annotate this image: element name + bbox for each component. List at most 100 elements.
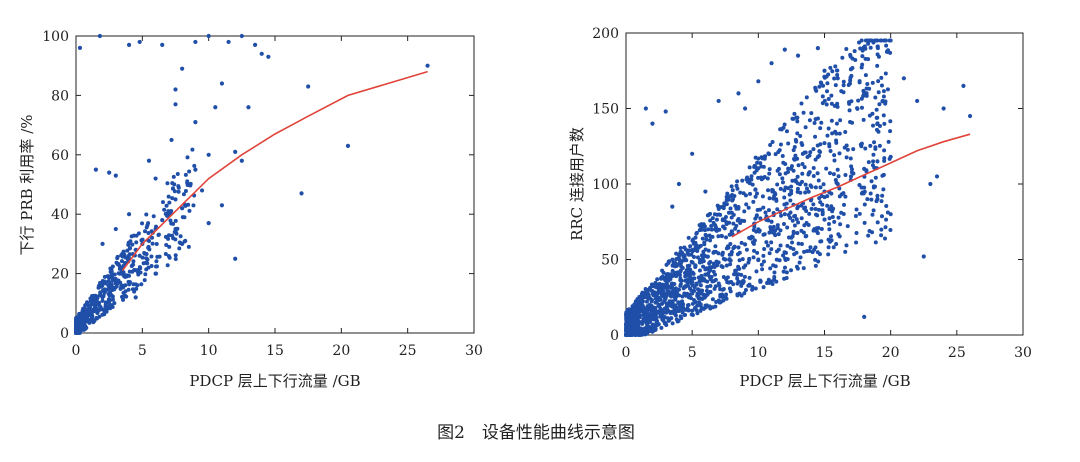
- x-tick-label: 5: [138, 343, 147, 359]
- data-point: [812, 121, 817, 126]
- data-point: [641, 305, 646, 310]
- data-point: [134, 233, 139, 238]
- data-point: [760, 176, 765, 181]
- data-point: [233, 256, 238, 261]
- data-point: [756, 175, 761, 180]
- data-point: [701, 259, 706, 264]
- data-point: [864, 38, 869, 43]
- data-point: [708, 260, 713, 265]
- data-point: [664, 279, 669, 284]
- data-point: [859, 191, 864, 196]
- data-point: [711, 220, 716, 225]
- data-point: [728, 194, 733, 199]
- data-point: [826, 245, 831, 250]
- data-point: [106, 297, 111, 302]
- y-tick-label: 0: [610, 328, 619, 344]
- data-point: [80, 311, 85, 316]
- data-point: [780, 176, 785, 181]
- data-point: [679, 278, 684, 283]
- data-point: [822, 68, 827, 73]
- data-point: [817, 207, 822, 212]
- data-point: [90, 302, 95, 307]
- data-point: [967, 113, 973, 119]
- data-point: [121, 270, 126, 275]
- data-point: [716, 234, 721, 239]
- data-point: [99, 284, 104, 289]
- data-point: [670, 257, 675, 262]
- data-point: [685, 291, 690, 296]
- data-point: [703, 228, 708, 233]
- data-point: [836, 174, 841, 179]
- data-point: [686, 235, 691, 240]
- data-point: [853, 213, 858, 218]
- data-point: [743, 263, 748, 268]
- data-point: [188, 183, 193, 188]
- data-point: [661, 270, 666, 275]
- data-point: [791, 168, 796, 173]
- data-point: [154, 241, 159, 246]
- data-point: [882, 148, 887, 153]
- data-point: [724, 263, 729, 268]
- data-point: [876, 129, 881, 134]
- x-tick-label: 20: [332, 343, 350, 359]
- data-point: [713, 223, 718, 228]
- data-point: [865, 197, 870, 202]
- data-point: [761, 259, 766, 264]
- data-point: [885, 210, 890, 215]
- data-point: [799, 101, 804, 106]
- data-point: [183, 172, 188, 177]
- data-point: [792, 214, 797, 219]
- data-point: [837, 131, 842, 136]
- data-point: [849, 73, 854, 78]
- data-point: [120, 295, 125, 300]
- data-point: [829, 191, 834, 196]
- data-point: [129, 263, 134, 268]
- data-point: [678, 301, 683, 306]
- data-point: [115, 281, 120, 286]
- data-point: [845, 224, 850, 229]
- data-point: [146, 265, 151, 270]
- data-point: [80, 318, 85, 323]
- data-point: [766, 208, 771, 213]
- data-point: [736, 216, 741, 221]
- data-point: [832, 153, 837, 158]
- data-point: [755, 160, 760, 165]
- data-point: [832, 103, 837, 108]
- data-point: [698, 243, 703, 248]
- data-point: [815, 231, 820, 236]
- data-point: [815, 143, 820, 148]
- data-point: [870, 111, 875, 116]
- data-point: [746, 260, 751, 265]
- data-point: [151, 214, 156, 219]
- data-point: [239, 33, 244, 39]
- data-point: [624, 322, 629, 327]
- data-point: [140, 255, 145, 260]
- data-point: [803, 182, 808, 187]
- data-point: [134, 240, 139, 245]
- data-point: [851, 147, 856, 152]
- data-point: [74, 331, 79, 335]
- data-point: [717, 283, 722, 288]
- data-point: [784, 270, 789, 275]
- data-point: [694, 231, 699, 236]
- data-point: [870, 80, 875, 85]
- data-point: [97, 33, 102, 39]
- data-point: [636, 330, 641, 335]
- data-point: [841, 79, 846, 84]
- data-point: [647, 320, 652, 325]
- x-tick-label: 10: [749, 345, 767, 361]
- data-point: [820, 101, 825, 106]
- data-point: [128, 239, 133, 244]
- data-point: [664, 310, 669, 315]
- data-point: [781, 160, 786, 165]
- data-point: [832, 219, 837, 224]
- data-point: [106, 283, 111, 288]
- data-point: [794, 217, 799, 222]
- data-point: [187, 169, 192, 174]
- data-point: [154, 271, 159, 276]
- data-point: [815, 116, 820, 121]
- data-point: [784, 201, 789, 206]
- data-point: [761, 232, 766, 237]
- data-point: [625, 333, 630, 337]
- data-point: [816, 178, 821, 183]
